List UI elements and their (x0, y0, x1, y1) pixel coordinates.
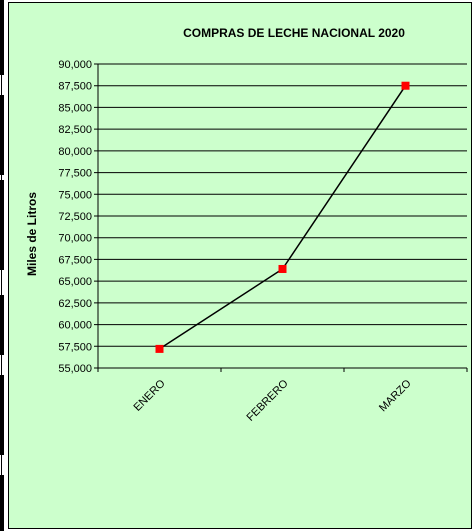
marker (155, 344, 164, 353)
y-tick-label: 60,000 (58, 320, 92, 332)
chart-area (8, 2, 472, 529)
y-tick-label: 82,500 (58, 124, 92, 136)
y-tick-label: 65,000 (58, 276, 92, 288)
y-axis-label: Miles de Litros (25, 192, 39, 276)
marker (401, 81, 410, 90)
y-tick-label: 75,000 (58, 189, 92, 201)
y-tick-label: 57,500 (58, 341, 92, 353)
y-tick-label: 77,500 (58, 168, 92, 180)
sheet-edge (0, 0, 4, 531)
marker (278, 264, 287, 273)
y-tick-label: 80,000 (58, 146, 92, 158)
y-tick-label: 67,500 (58, 254, 92, 266)
y-tick-label: 70,000 (58, 233, 92, 245)
y-tick-label: 62,500 (58, 298, 92, 310)
y-tick-label: 87,500 (58, 81, 92, 93)
y-tick-label: 72,500 (58, 211, 92, 223)
y-tick-label: 85,000 (58, 102, 92, 114)
y-tick-label: 55,000 (58, 363, 92, 375)
y-tick-label: 90,000 (58, 59, 92, 71)
chart-title: COMPRAS DE LECHE NACIONAL 2020 (183, 26, 405, 40)
